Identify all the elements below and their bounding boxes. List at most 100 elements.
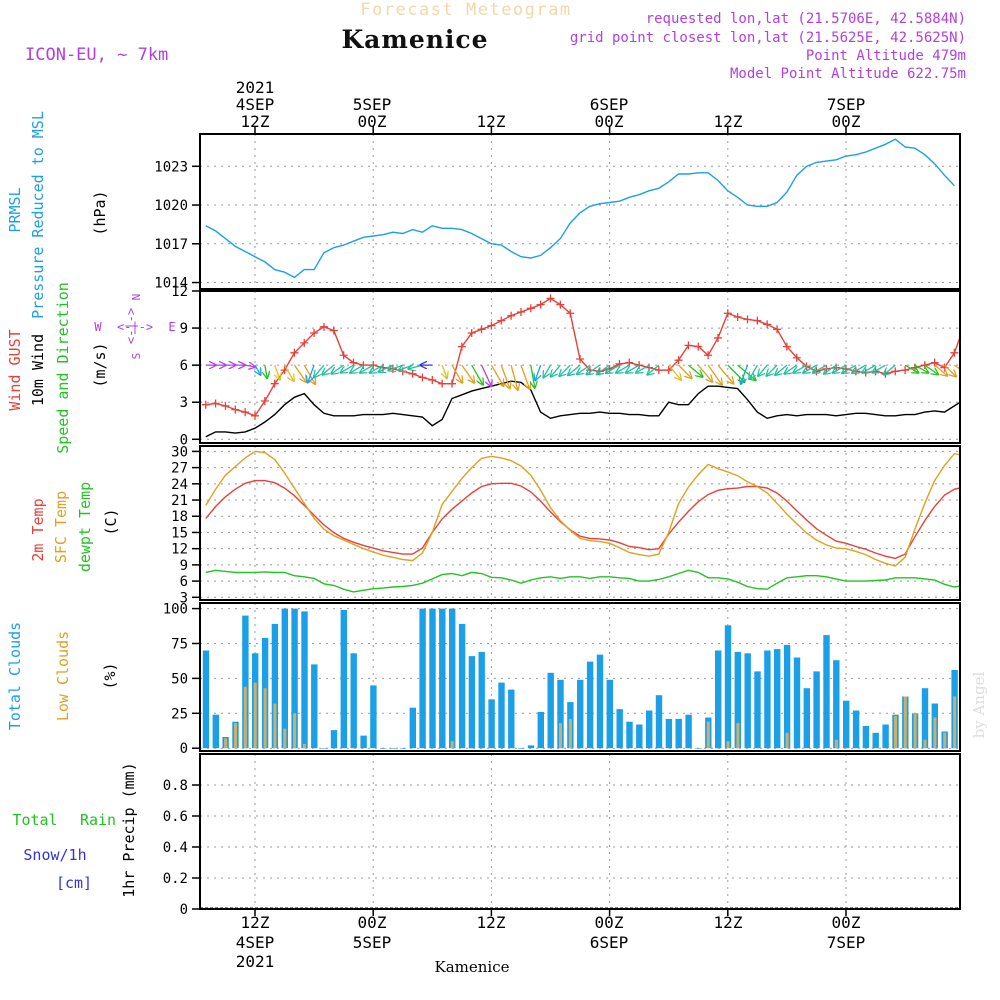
top-tick-line2: 7SEP — [827, 95, 866, 114]
bottom-tick-line1: 00Z — [358, 913, 387, 932]
total-cloud-bar — [281, 608, 288, 749]
total-cloud-bar — [439, 608, 446, 749]
wind-unit-label: (m/s) — [91, 342, 109, 387]
low-cloud-bar — [706, 721, 710, 749]
low-cloud-bar — [263, 688, 267, 749]
total-cloud-bar — [724, 625, 732, 749]
total-cloud-bar — [508, 689, 515, 749]
y-tick-label: 0.2 — [163, 871, 188, 887]
y-tick-label: 3 — [180, 590, 188, 606]
compass-east-label: E — [168, 320, 175, 334]
top-tick-line1: 2021 — [236, 78, 275, 97]
wind-vector — [543, 364, 552, 378]
total-cloud-bar — [793, 657, 801, 749]
top-tick-line3: 12Z — [477, 112, 506, 131]
gust-marker — [241, 408, 250, 417]
gust-marker — [408, 369, 417, 378]
precip-snow-label: Snow/1h — [23, 846, 86, 864]
model-label: ICON-EU, ~ 7km — [25, 45, 168, 65]
gust-marker — [428, 375, 437, 384]
y-tick-label: 15 — [171, 525, 188, 541]
wind-vector — [586, 364, 601, 374]
total-cloud-bar — [360, 735, 367, 749]
bottom-tick-line1: 00Z — [832, 913, 861, 932]
wind-vector — [275, 364, 280, 380]
wind-vector — [636, 364, 650, 373]
wind-vector — [953, 364, 960, 370]
bottom-tick-line3: 2021 — [236, 952, 275, 971]
wind-vector — [904, 364, 919, 373]
gust-marker — [251, 411, 259, 420]
total-cloud-bar — [882, 724, 889, 749]
total-cloud-bar — [419, 608, 426, 749]
y-tick-label: 3 — [180, 395, 188, 411]
total-cloud-bar — [311, 664, 318, 749]
wind-vector — [451, 364, 462, 383]
y-tick-label: 0.4 — [163, 840, 188, 856]
y-tick-label: 12 — [171, 284, 188, 300]
gust-marker — [694, 342, 703, 351]
y-tick-label: 24 — [171, 477, 188, 493]
gust-marker — [743, 315, 752, 324]
clouds-unit-label: (%) — [101, 662, 119, 689]
total-cloud-bar — [320, 748, 328, 749]
wind-vector — [697, 364, 712, 382]
bottom-tick-2: 12Z — [477, 913, 506, 932]
gust-marker — [438, 379, 447, 388]
y-tick-label: 21 — [171, 493, 188, 509]
wind-vector — [749, 364, 758, 379]
wind-vector — [647, 364, 660, 375]
gust-marker — [950, 348, 959, 357]
prmsl-label: PRMSL — [6, 187, 24, 232]
y-tick-label: 1020 — [154, 198, 188, 214]
gust-marker — [487, 321, 496, 330]
app-title: Forecast Meteogram — [360, 0, 571, 20]
total-cloud-bar — [823, 635, 830, 749]
wind-vector — [293, 364, 306, 382]
bottom-time-axis: 12Z 4SEP 2021 00Z 5SEP 12Z 00Z 6SEP 12Z … — [236, 913, 866, 971]
gust-marker — [723, 309, 732, 318]
top-tick-line3: 00Z — [358, 112, 387, 131]
low-cloud-bar — [903, 696, 907, 749]
wind-vector — [531, 365, 535, 388]
low-cloud-bar — [234, 723, 237, 749]
temp-unit-label: (C) — [102, 508, 120, 535]
wind-vector — [500, 364, 510, 389]
bottom-tick-4: 12Z — [714, 913, 743, 932]
top-tick-line2: 4SEP — [236, 95, 275, 114]
y-tick-label: 9 — [180, 321, 188, 337]
precip-labels: Total Rain Snow/1h [cm] 1hr Precip (mm) — [12, 762, 138, 897]
wind-vector — [265, 365, 267, 378]
wind-vector — [314, 364, 325, 377]
watermark: by Angel — [970, 671, 988, 738]
low-cloud-bar — [953, 696, 957, 749]
series-line-dewpt-temp — [205, 569, 960, 593]
wind-vector — [707, 364, 722, 385]
y-tick-label: 1023 — [154, 159, 188, 175]
gust-marker — [448, 379, 456, 388]
compass-south-label: S — [130, 353, 143, 360]
top-tick-line2: 6SEP — [590, 95, 629, 114]
total-cloud-bar — [212, 714, 219, 749]
precip-snow-unit-label: [cm] — [56, 874, 92, 892]
y-tick-label: 25 — [171, 706, 188, 722]
total-cloud-bar — [527, 745, 535, 749]
bottom-tick-1: 00Z 5SEP — [353, 913, 392, 952]
gust-marker — [467, 329, 476, 338]
total-cloud-bar — [242, 615, 249, 749]
low-cloud-bar — [568, 718, 572, 749]
top-tick-4: 12Z — [714, 112, 743, 131]
gust-marker — [231, 405, 240, 414]
gust-marker — [418, 373, 427, 382]
total-cloud-bar — [715, 650, 722, 749]
gust-marker — [516, 308, 525, 317]
gust-marker — [792, 353, 801, 362]
total-cloud-bar — [370, 685, 377, 749]
total-cloud-bar — [557, 679, 564, 749]
top-tick-line2: 5SEP — [353, 95, 392, 114]
y-tick-label: 100 — [163, 602, 188, 618]
series-line-10m-wind — [205, 380, 960, 438]
total-cloud-bar — [734, 651, 741, 749]
y-tick-label: 0.6 — [163, 809, 188, 825]
grid-point-location: grid point closest lon,lat (21.5625E, 42… — [570, 30, 966, 46]
